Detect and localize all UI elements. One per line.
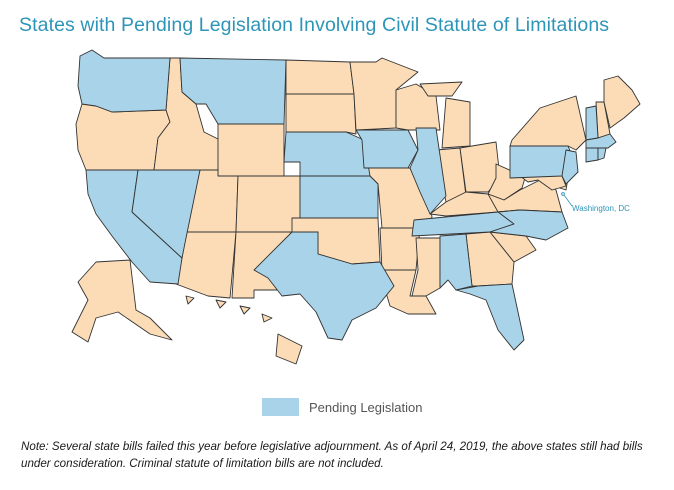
state-hi bbox=[185, 295, 303, 365]
state-nv bbox=[131, 169, 201, 259]
state-il bbox=[409, 127, 447, 215]
state-co bbox=[235, 175, 301, 233]
dc-marker: Washington, DC bbox=[561, 192, 630, 213]
state-sd bbox=[285, 93, 357, 135]
legend-swatch-pending bbox=[262, 398, 299, 416]
state-nd bbox=[285, 59, 355, 95]
state-ne bbox=[283, 131, 371, 177]
legend-label: Pending Legislation bbox=[309, 399, 423, 415]
state-al bbox=[439, 233, 473, 291]
state-me bbox=[603, 75, 641, 129]
footnote: Note: Several state bills failed this ye… bbox=[21, 440, 643, 470]
state-nj bbox=[561, 149, 579, 185]
dc-leader-line bbox=[563, 194, 573, 207]
map-title: States with Pending Legislation Involvin… bbox=[19, 14, 610, 36]
dc-label: Washington, DC bbox=[572, 204, 630, 213]
state-ak bbox=[71, 259, 173, 343]
legend: Pending Legislation bbox=[262, 398, 422, 416]
state-wy bbox=[217, 123, 285, 177]
state-ny bbox=[509, 95, 587, 151]
state-dc bbox=[561, 192, 565, 196]
state-vt bbox=[585, 105, 599, 141]
state-tx bbox=[253, 231, 395, 341]
state-fl bbox=[455, 283, 525, 351]
state-wa bbox=[77, 49, 171, 113]
state-mt bbox=[179, 57, 287, 125]
state-ia bbox=[355, 129, 419, 169]
state-ks bbox=[299, 175, 379, 219]
state-ri bbox=[597, 147, 607, 161]
states-layer bbox=[71, 49, 641, 365]
state-nc bbox=[489, 209, 569, 241]
state-ct bbox=[585, 147, 599, 163]
